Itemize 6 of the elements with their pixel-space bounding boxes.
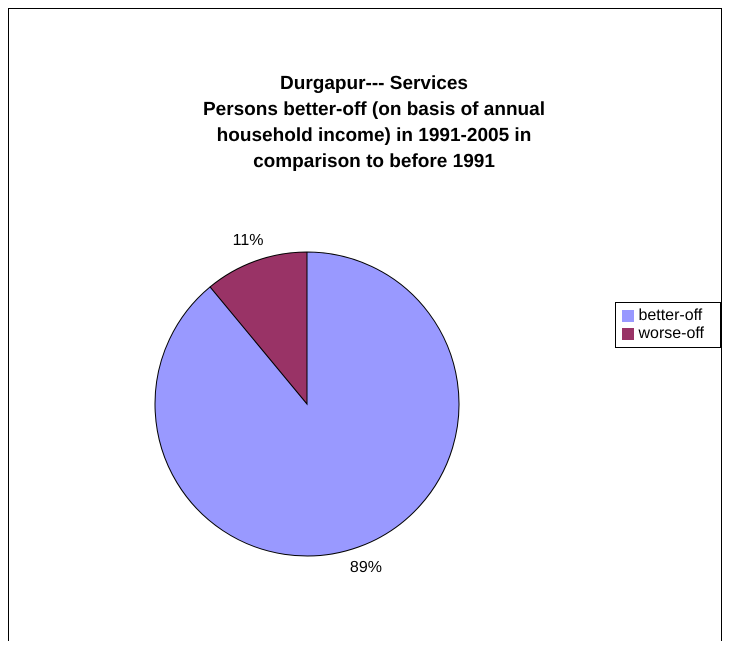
legend-label: worse-off [638,325,704,342]
chart-title: Durgapur--- Services Persons better-off (on basis of annual household income) in 1991-2005 in comparison to before 1991 [202,72,546,174]
data-label: 89% [350,559,382,576]
data-label: 11% [232,232,264,249]
legend-label: better-off [638,307,702,324]
pie-slice [154,252,460,556]
